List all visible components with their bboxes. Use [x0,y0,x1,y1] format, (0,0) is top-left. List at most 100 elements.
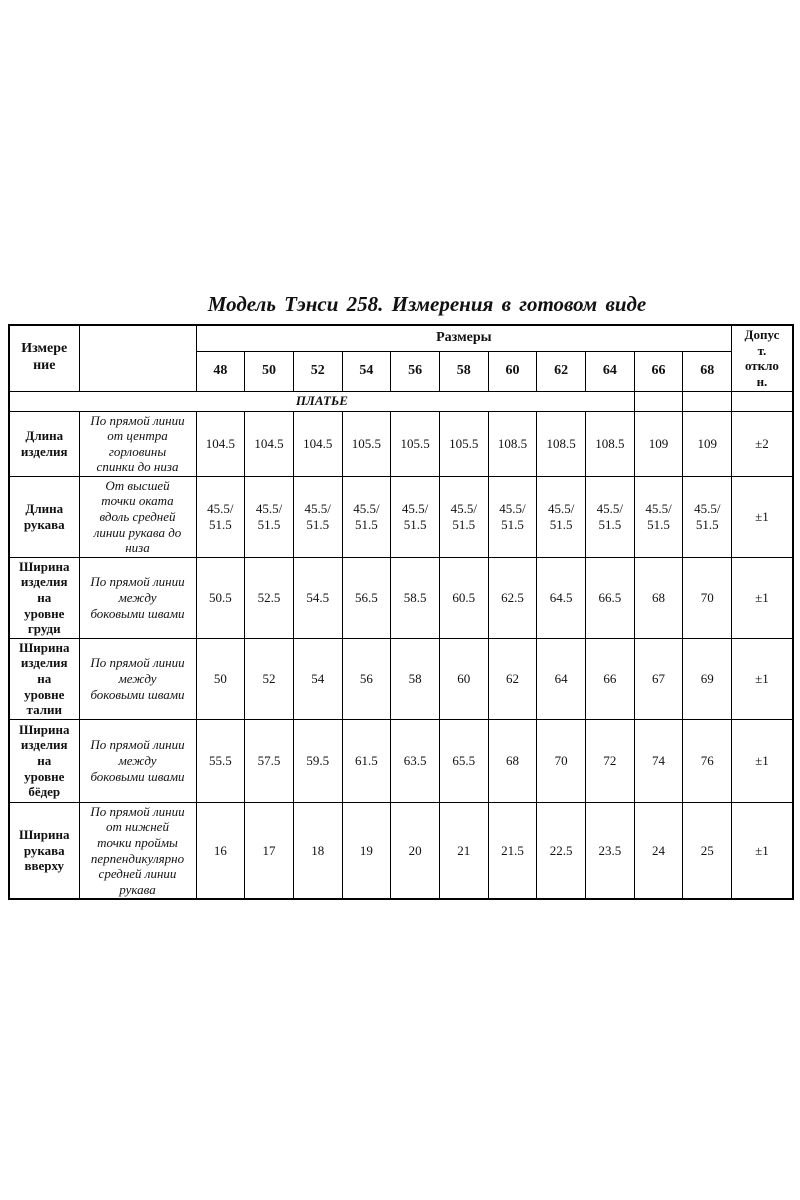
value-cell: 105.5 [341,410,392,477]
value-cell: 45.5/ 51.5 [195,475,246,558]
table-row: Ширина изделия на уровне талии По прямой… [8,637,794,720]
value-cell: 52 [244,637,294,720]
value-cell: 54 [292,637,343,720]
empty-cell [682,390,733,412]
tolerance-cell: ±2 [731,410,794,477]
empty-cell [633,390,684,412]
page-title: Модель Тэнси 258. Измерения в готовом ви… [207,292,647,316]
value-cell: 21 [438,801,489,900]
value-cell: 104.5 [292,410,343,477]
size-col-header: 60 [487,350,538,392]
value-cell: 45.5/ 51.5 [292,475,343,558]
empty-cell [731,390,794,412]
value-cell: 109 [682,410,733,477]
value-cell: 45.5/ 51.5 [438,475,489,558]
size-col-header: 50 [244,350,294,392]
value-cell: 66.5 [585,556,635,639]
value-cell: 45.5/ 51.5 [585,475,635,558]
tolerance-cell: ±1 [731,801,794,900]
value-cell: 60 [438,637,489,720]
table-row: Длина изделия По прямой линии от центра … [8,410,794,477]
value-cell: 62.5 [487,556,538,639]
value-cell: 45.5/ 51.5 [341,475,392,558]
value-cell: 50.5 [195,556,246,639]
value-cell: 104.5 [195,410,246,477]
size-col-header: 52 [292,350,343,392]
size-col-header: 54 [341,350,392,392]
method-cell: По прямой линии между боковыми швами [78,556,197,639]
size-col-header: 64 [585,350,635,392]
size-col-header: 58 [438,350,489,392]
method-cell: По прямой линии между боковыми швами [78,718,197,803]
measurement-name-cell: Ширина изделия на уровне груди [8,556,80,639]
value-cell: 109 [633,410,684,477]
value-cell: 70 [536,718,586,803]
value-cell: 17 [244,801,294,900]
value-cell: 69 [682,637,733,720]
measurement-name-cell: Ширина рукава вверху [8,801,80,900]
value-cell: 24 [633,801,684,900]
value-cell: 45.5/ 51.5 [633,475,684,558]
value-cell: 108.5 [585,410,635,477]
size-col-header: 56 [390,350,440,392]
measurement-name-cell: Ширина изделия на уровне бёдер [8,718,80,803]
size-col-header: 62 [536,350,586,392]
value-cell: 76 [682,718,733,803]
value-cell: 19 [341,801,392,900]
value-cell: 68 [633,556,684,639]
size-col-header: 66 [633,350,684,392]
value-cell: 54.5 [292,556,343,639]
tolerance-cell: ±1 [731,637,794,720]
value-cell: 18 [292,801,343,900]
method-cell: По прямой линии от центра горловины спин… [78,410,197,477]
measurement-header: Измере ние [8,324,80,392]
tolerance-cell: ±1 [731,718,794,803]
tolerance-cell: ±1 [731,475,794,558]
value-cell: 63.5 [390,718,440,803]
value-cell: 21.5 [487,801,538,900]
value-cell: 72 [585,718,635,803]
method-cell: По прямой линии между боковыми швами [78,637,197,720]
value-cell: 45.5/ 51.5 [487,475,538,558]
value-cell: 66 [585,637,635,720]
table-row: Длина рукава От высшей точки оката вдоль… [8,475,794,558]
method-cell: По прямой линии от нижней точки проймы п… [78,801,197,900]
value-cell: 50 [195,637,246,720]
table-row: Ширина рукава вверху По прямой линии от … [8,801,794,900]
method-cell: От высшей точки оката вдоль средней лини… [78,475,197,558]
value-cell: 62 [487,637,538,720]
measurement-table: Измере ние Размеры Допус т. откло н. 48 … [8,324,794,901]
value-cell: 74 [633,718,684,803]
value-cell: 108.5 [536,410,586,477]
value-cell: 22.5 [536,801,586,900]
value-cell: 59.5 [292,718,343,803]
value-cell: 105.5 [390,410,440,477]
value-cell: 20 [390,801,440,900]
size-col-header: 68 [682,350,733,392]
value-cell: 105.5 [438,410,489,477]
value-cell: 64 [536,637,586,720]
value-cell: 56 [341,637,392,720]
value-cell: 108.5 [487,410,538,477]
value-cell: 58.5 [390,556,440,639]
value-cell: 68 [487,718,538,803]
sizes-header: Размеры [195,324,733,352]
section-label: ПЛАТЬЕ [8,390,635,412]
value-cell: 45.5/ 51.5 [682,475,733,558]
value-cell: 45.5/ 51.5 [536,475,586,558]
value-cell: 45.5/ 51.5 [390,475,440,558]
value-cell: 56.5 [341,556,392,639]
table-row: Ширина изделия на уровне груди По прямой… [8,556,794,639]
measurement-name-cell: Длина рукава [8,475,80,558]
value-cell: 57.5 [244,718,294,803]
measurement-name-cell: Ширина изделия на уровне талии [8,637,80,720]
value-cell: 25 [682,801,733,900]
method-header-empty [78,324,197,392]
value-cell: 104.5 [244,410,294,477]
table-row: Ширина изделия на уровне бёдер По прямой… [8,718,794,803]
value-cell: 65.5 [438,718,489,803]
tolerance-cell: ±1 [731,556,794,639]
value-cell: 60.5 [438,556,489,639]
size-col-header: 48 [195,350,246,392]
value-cell: 61.5 [341,718,392,803]
